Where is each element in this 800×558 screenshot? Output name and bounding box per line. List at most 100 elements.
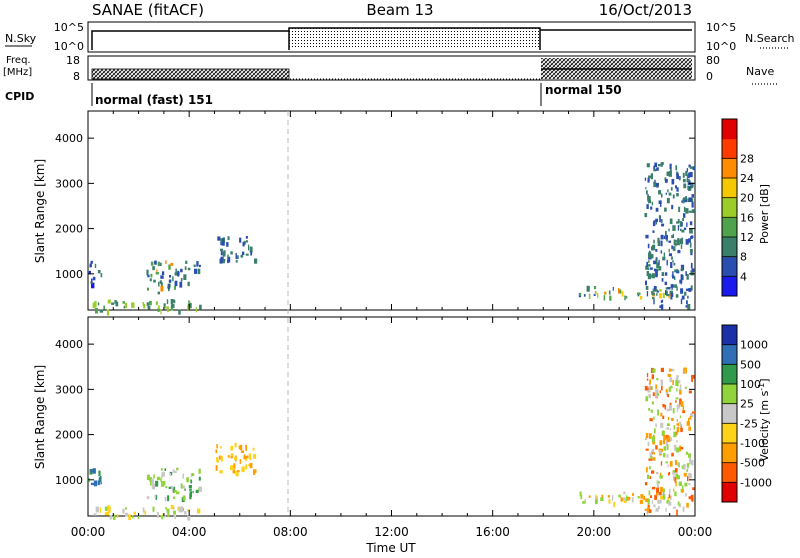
- range-gate-cell: [168, 264, 171, 270]
- range-gate-cell: [147, 306, 151, 310]
- range-gate-cell: [150, 273, 153, 278]
- range-gate-cell: [664, 272, 668, 276]
- range-gate-cell: [174, 280, 178, 287]
- colorbar-segment: [722, 403, 737, 424]
- range-gate-cell: [149, 300, 152, 306]
- colorbar-segment: [722, 443, 737, 464]
- range-gate-cell: [222, 238, 225, 244]
- range-gate-cell: [645, 437, 647, 441]
- range-gate-cell: [668, 253, 672, 257]
- range-gate-cell: [235, 470, 239, 477]
- range-gate-cell: [683, 472, 687, 477]
- range-gate-cell: [650, 206, 653, 210]
- range-gate-cell: [648, 260, 650, 263]
- range-gate-cell: [688, 483, 691, 486]
- range-gate-cell: [165, 507, 167, 510]
- range-gate-cell: [649, 274, 652, 278]
- range-gate-cell: [666, 427, 670, 430]
- range-gate-cell: [618, 288, 620, 294]
- range-gate-cell: [659, 475, 663, 479]
- range-gate-cell: [677, 218, 680, 223]
- range-gate-cell: [650, 173, 653, 180]
- range-gate-cell: [161, 271, 165, 276]
- range-gate-cell: [664, 281, 667, 286]
- range-gate-cell: [249, 246, 253, 253]
- range-gate-cell: [183, 274, 187, 280]
- range-gate-cell: [676, 423, 679, 426]
- range-gate-cell: [689, 221, 693, 226]
- range-gate-cell: [668, 192, 672, 196]
- range-gate-cell: [652, 244, 656, 251]
- nsearch-dotted-fill: [289, 26, 540, 49]
- range-gate-cell: [680, 401, 684, 407]
- range-gate-cell: [681, 485, 684, 491]
- range-gate-cell: [242, 251, 245, 255]
- range-gate-cell: [661, 272, 665, 276]
- ytick-label: 2000: [55, 429, 83, 442]
- range-gate-cell: [643, 495, 646, 501]
- range-gate-cell: [671, 179, 675, 185]
- range-gate-cell: [673, 431, 677, 438]
- range-gate-cell: [197, 508, 201, 514]
- range-gate-cell: [668, 472, 671, 475]
- range-gate-cell: [692, 413, 694, 418]
- range-gate-cell: [657, 164, 661, 167]
- range-gate-cell: [651, 448, 655, 453]
- range-gate-cell: [103, 305, 106, 310]
- range-gate-cell: [91, 482, 95, 486]
- range-gate-cell: [677, 225, 680, 231]
- range-gate-cell: [665, 287, 669, 290]
- range-gate-cell: [650, 267, 653, 270]
- range-gate-cell: [254, 454, 257, 459]
- range-gate-cell: [655, 275, 658, 278]
- range-gate-cell: [667, 496, 669, 502]
- range-gate-cell: [178, 309, 181, 315]
- range-gate-cell: [647, 243, 650, 249]
- range-gate-cell: [662, 403, 665, 408]
- velocity-ylabel: Slant Range [km]: [33, 365, 47, 469]
- range-gate-cell: [679, 279, 683, 284]
- range-gate-cell: [242, 242, 245, 247]
- freq-tick-bottom: 8: [73, 70, 80, 83]
- colorbar-segment: [722, 138, 737, 159]
- range-gate-cell: [649, 386, 653, 390]
- range-gate-cell: [92, 468, 96, 474]
- colorbar-segment: [722, 325, 737, 346]
- range-gate-cell: [171, 488, 174, 493]
- range-gate-cell: [682, 405, 685, 412]
- range-gate-cell: [660, 496, 664, 500]
- range-gate-cell: [197, 268, 201, 275]
- range-gate-cell: [688, 164, 691, 168]
- range-gate-cell: [158, 262, 162, 266]
- range-gate-cell: [666, 171, 670, 176]
- range-gate-cell: [668, 228, 670, 232]
- range-gate-cell: [631, 497, 634, 503]
- range-gate-cell: [647, 386, 651, 393]
- range-gate-cell: [107, 299, 111, 304]
- range-gate-cell: [670, 292, 674, 297]
- range-gate-cell: [680, 424, 682, 430]
- colorbar-segment: [722, 217, 737, 238]
- range-gate-cell: [656, 480, 659, 486]
- range-gate-cell: [216, 444, 218, 449]
- range-gate-cell: [149, 278, 152, 282]
- range-gate-cell: [95, 506, 99, 513]
- range-gate-cell: [123, 306, 125, 309]
- range-gate-cell: [603, 295, 606, 301]
- range-gate-cell: [680, 274, 683, 280]
- colorbar-tick-label: 4: [740, 270, 747, 283]
- range-gate-cell: [687, 180, 691, 185]
- range-gate-cell: [688, 172, 690, 179]
- colorbar-segment: [722, 197, 737, 218]
- range-gate-cell: [235, 260, 238, 263]
- colorbar-tick-label: 12: [740, 231, 754, 244]
- range-gate-cell: [153, 474, 155, 479]
- range-gate-cell: [661, 448, 663, 453]
- range-gate-cell: [658, 200, 662, 204]
- range-gate-cell: [688, 417, 690, 423]
- range-gate-cell: [107, 506, 111, 510]
- range-gate-cell: [609, 295, 612, 301]
- range-gate-cell: [666, 454, 669, 458]
- colorbar-tick-label: 16: [740, 211, 754, 224]
- range-gate-cell: [648, 264, 651, 267]
